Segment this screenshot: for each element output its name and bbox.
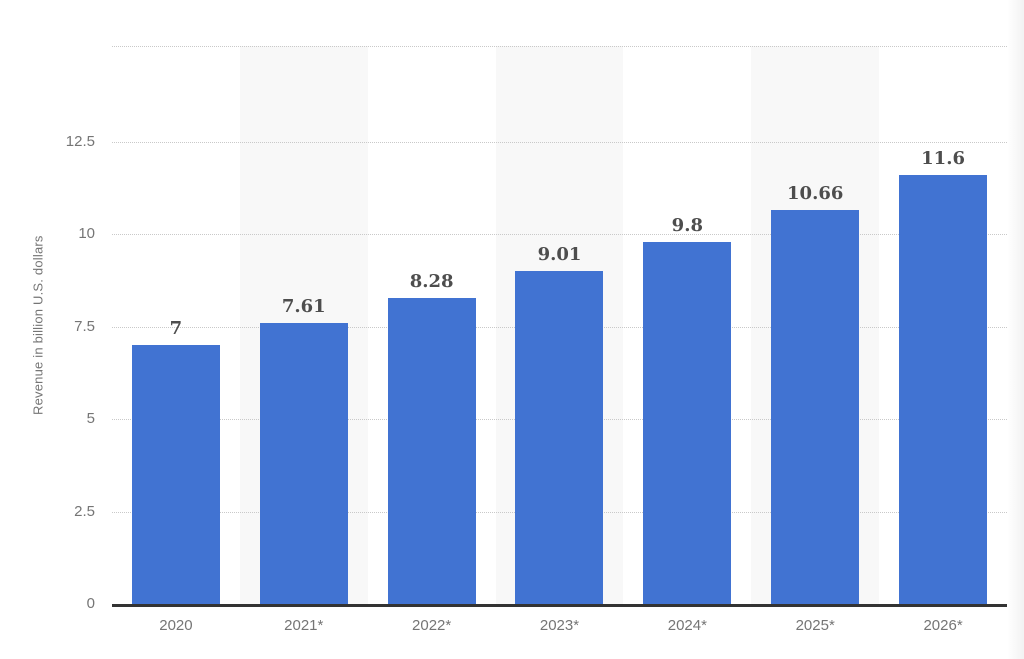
gridline	[112, 142, 1007, 144]
category-column: 9.8	[623, 46, 751, 604]
x-axis-label: 2024*	[667, 617, 707, 634]
category-column: 8.28	[368, 46, 496, 604]
plot-top-gridline	[112, 46, 1007, 47]
gridline	[112, 234, 1007, 236]
y-tick-label: 0	[86, 595, 95, 612]
bar-value-label: 7	[169, 318, 183, 340]
bar[interactable]	[643, 241, 732, 604]
category-column: 7.61	[239, 46, 368, 604]
plot-area: 7 7.61 8.28 9.01 9.8 10.66 11.6	[112, 46, 1007, 607]
bar-value-label: 11.6	[921, 148, 965, 170]
x-axis-label: 2023*	[539, 617, 580, 634]
bar-value-label: 10.66	[787, 183, 844, 205]
bar[interactable]	[131, 345, 220, 604]
category-column: 10.66	[751, 46, 880, 604]
bar-value-label: 9.01	[537, 244, 582, 266]
bar[interactable]	[387, 298, 476, 604]
bar[interactable]	[515, 271, 604, 604]
category-column: 7	[112, 46, 240, 604]
bar-value-label: 9.8	[671, 214, 703, 236]
bar[interactable]	[259, 322, 348, 604]
category-column: 11.6	[879, 46, 1007, 604]
category-column: 9.01	[495, 46, 624, 604]
bar-value-label: 7.61	[281, 295, 326, 317]
x-axis-label: 2026*	[923, 617, 963, 634]
bar-value-label: 8.28	[409, 271, 454, 293]
bar[interactable]	[899, 175, 988, 604]
x-axis-label: 2020	[159, 617, 193, 634]
y-tick-label: 5	[86, 410, 95, 428]
y-tick-label: 7.5	[74, 317, 95, 335]
x-axis-label: 2022*	[412, 617, 452, 634]
y-tick-label: 12.5	[65, 133, 95, 151]
page-edge-shadow	[1007, 0, 1024, 659]
x-axis-label: 2025*	[795, 617, 835, 634]
y-tick-label: 10	[78, 225, 95, 243]
bar[interactable]	[771, 210, 860, 604]
y-tick-label: 2.5	[74, 502, 95, 520]
x-axis-label: 2021*	[284, 617, 324, 634]
